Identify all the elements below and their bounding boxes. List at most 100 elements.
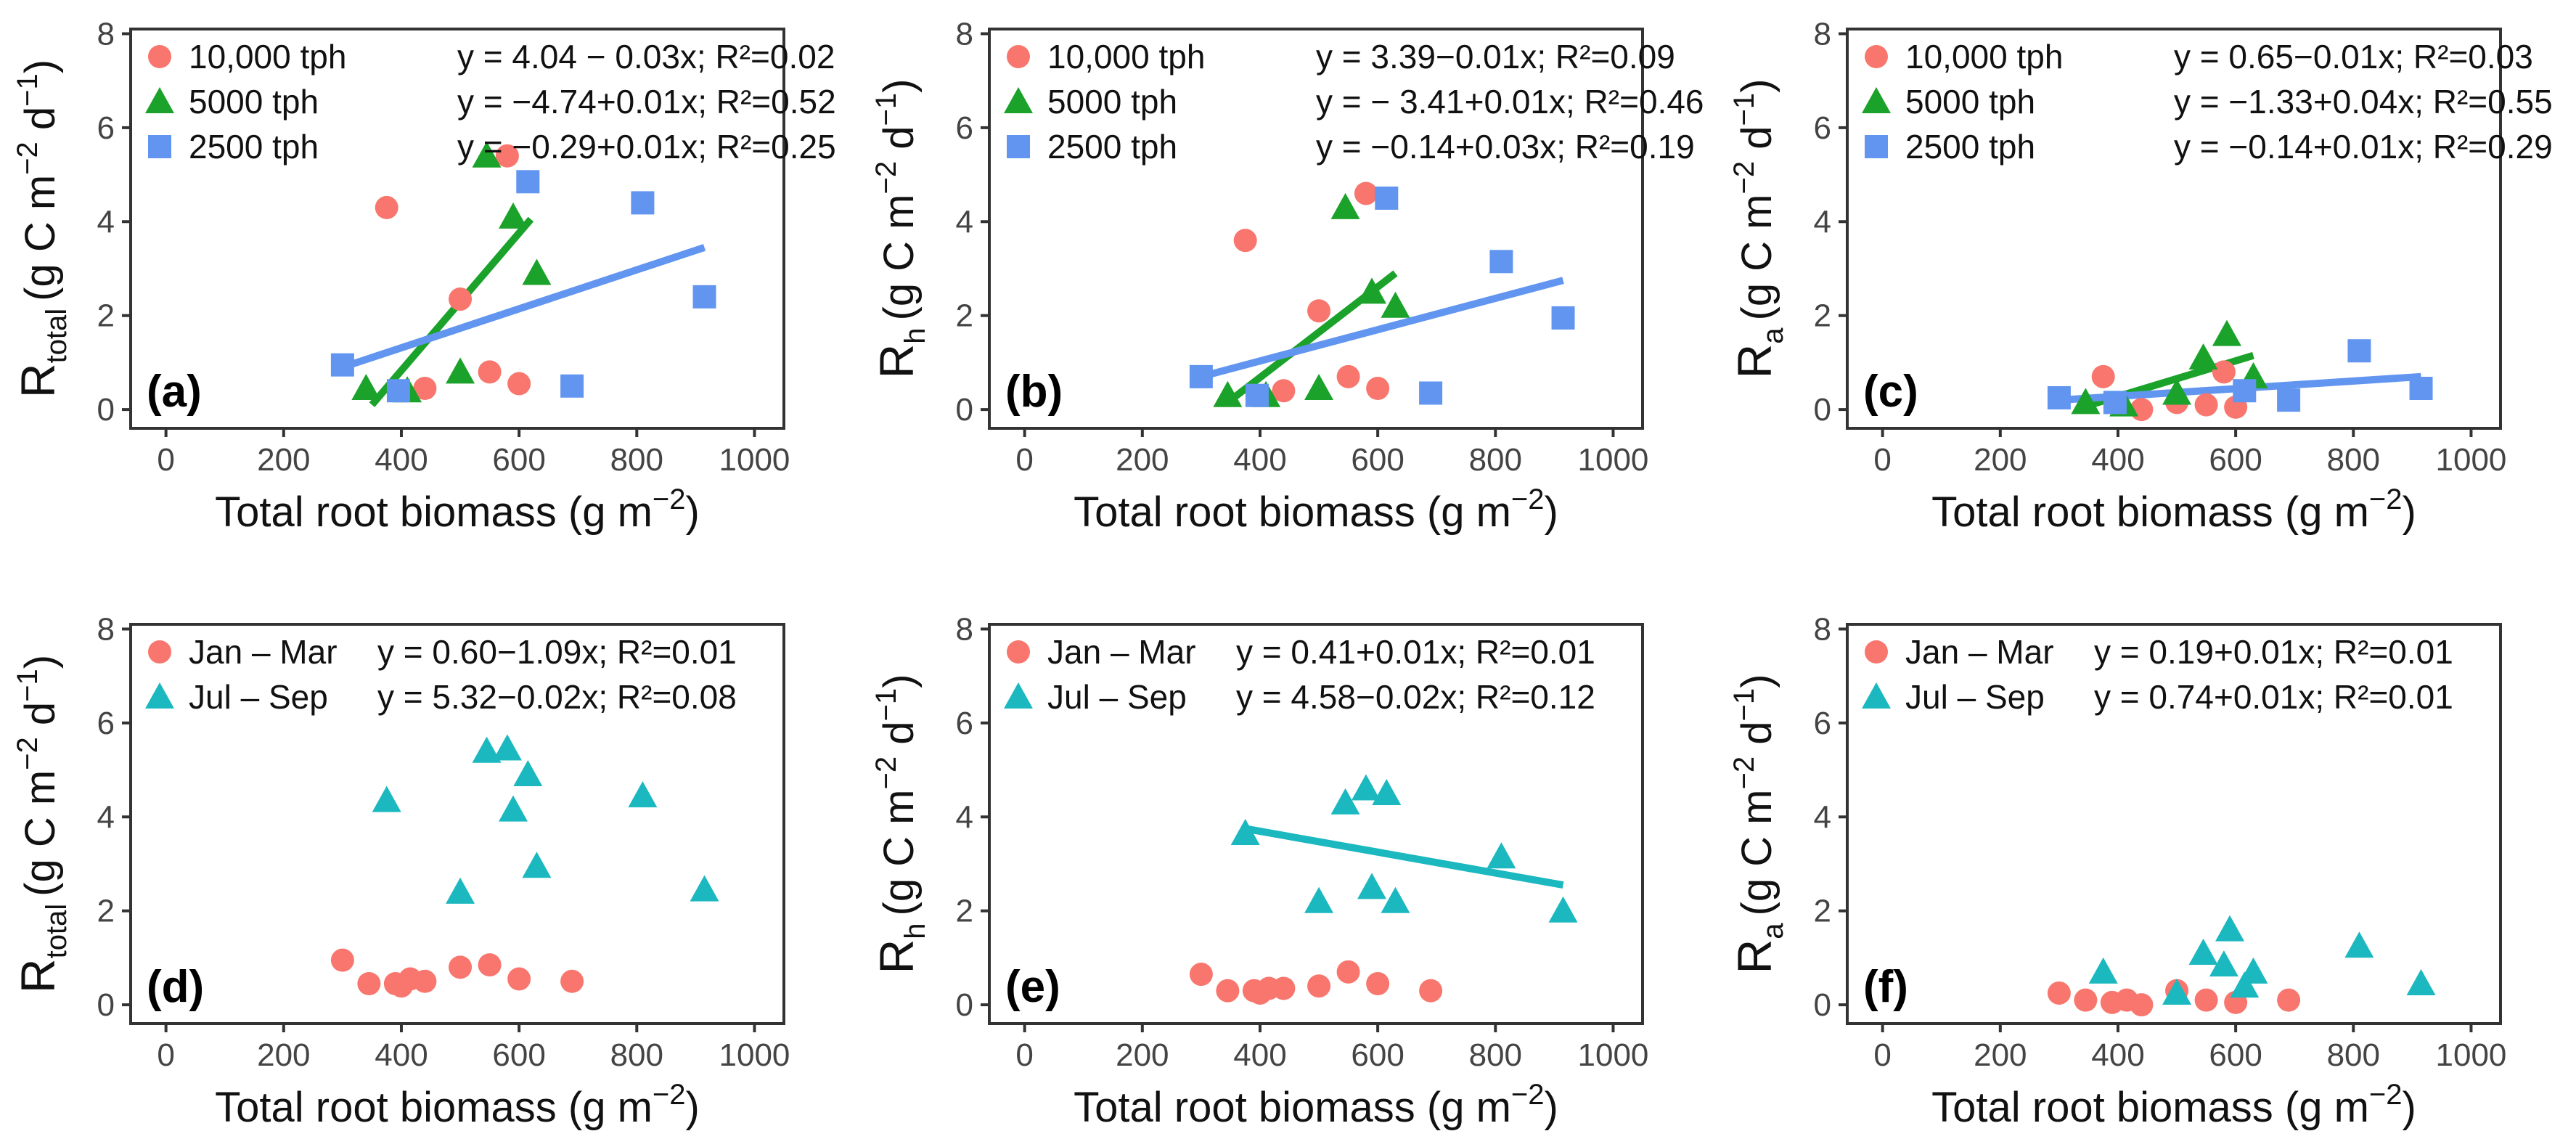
regression-equation: y = 4.58−0.02x; R²=0.12: [1236, 678, 1595, 716]
data-point: [2238, 957, 2268, 984]
data-point: [631, 191, 655, 215]
x-tick-label: 600: [492, 442, 545, 478]
x-tick-label: 0: [1873, 442, 1891, 478]
panel-label: (d): [147, 962, 204, 1012]
data-point: [507, 372, 531, 396]
y-tick-label: 4: [956, 204, 973, 240]
data-point: [386, 379, 410, 403]
data-point: [1233, 229, 1257, 253]
data-point: [1213, 380, 1243, 407]
legend-marker: [1865, 135, 1888, 158]
y-tick-label: 4: [97, 799, 115, 835]
x-tick-label: 600: [1351, 442, 1404, 478]
x-tick-label: 400: [2091, 1037, 2144, 1073]
plot-frame: [129, 28, 785, 430]
data-point: [1366, 972, 1390, 995]
panel-label: (f): [1863, 962, 1908, 1012]
legend-label: 5000 tph: [189, 83, 319, 121]
legend-label: 5000 tph: [1905, 83, 2035, 121]
data-point: [1307, 974, 1331, 998]
legend-label: Jan – Mar: [1905, 633, 2054, 671]
data-point: [1330, 788, 1360, 815]
fit-line: [1244, 825, 1564, 889]
data-point: [375, 195, 398, 219]
legend-label: 2500 tph: [1905, 128, 2035, 166]
data-point: [2194, 393, 2218, 417]
data-point: [330, 948, 354, 972]
y-axis-label: Ra(g C m−2 d−1): [1727, 674, 1789, 974]
data-point: [499, 795, 528, 822]
y-tick-label: 6: [97, 706, 115, 741]
regression-equation: y = 4.04 − 0.03x; R²=0.02: [457, 38, 835, 75]
x-tick-label: 800: [2327, 442, 2380, 478]
data-point: [2215, 915, 2245, 942]
panel-f: 0 200 400 600 800 1000 0 2 4 6 8 Total root biomass…: [1727, 611, 2506, 1131]
data-point: [1354, 181, 1378, 205]
data-point: [2406, 969, 2436, 995]
data-point: [1419, 381, 1443, 405]
data-point: [1272, 976, 1296, 1000]
data-point: [2212, 360, 2236, 384]
data-point: [449, 287, 473, 311]
regression-equation: y = −0.14+0.03x; R²=0.19: [1316, 128, 1695, 166]
data-point: [1487, 842, 1516, 869]
x-axis-label: Total root biomass (g m−2): [1074, 483, 1558, 536]
legend-marker: [145, 87, 174, 113]
legend-label: 2500 tph: [1047, 128, 1177, 166]
data-point: [2091, 364, 2115, 388]
data-point: [507, 967, 531, 991]
y-tick-label: 8: [956, 611, 973, 647]
data-point: [628, 781, 658, 808]
x-tick-label: 0: [1873, 1037, 1891, 1073]
panel-e: 0 200 400 600 800 1000 0 2 4 6 8 Total root biomass…: [870, 611, 1648, 1131]
x-tick-label: 200: [1974, 1037, 2027, 1073]
fit-line: [369, 216, 534, 407]
data-point: [1375, 186, 1399, 210]
legend-marker: [1007, 135, 1030, 158]
data-point: [1304, 374, 1334, 400]
x-tick-label: 1000: [1578, 1037, 1649, 1073]
x-tick-label: 600: [1351, 1037, 1404, 1073]
x-axis-label: Total root biomass (g m−2): [215, 483, 700, 536]
regression-equation: y = 0.60−1.09x; R²=0.01: [377, 633, 737, 671]
data-point: [2212, 319, 2241, 346]
panel-b: 0 200 400 600 800 1000 0 2 4 6 8 Total root biomass…: [870, 16, 1704, 536]
y-tick-label: 2: [956, 298, 973, 334]
regression-equation: y = −4.74+0.01x; R²=0.52: [457, 83, 836, 121]
data-point: [446, 877, 475, 904]
data-point: [1189, 364, 1213, 388]
data-point: [560, 969, 584, 993]
legend-label: Jan – Mar: [1047, 633, 1196, 671]
panel-label: (e): [1005, 962, 1060, 1012]
data-point: [1419, 979, 1443, 1003]
x-axis-label: Total root biomass (g m−2): [1931, 1079, 2416, 1131]
y-tick-label: 4: [1814, 799, 1831, 835]
data-point: [499, 202, 528, 229]
fit-line: [1200, 277, 1564, 380]
data-point: [495, 144, 519, 168]
data-point: [1336, 960, 1360, 984]
legend-marker: [1007, 640, 1030, 664]
data-point: [1216, 979, 1240, 1003]
regression-equation: y = 3.39−0.01x; R²=0.09: [1316, 38, 1675, 75]
data-point: [692, 285, 716, 309]
y-tick-label: 4: [97, 204, 115, 240]
data-point: [472, 736, 502, 763]
plot-frame: [129, 623, 785, 1025]
regression-equation: y = −0.29+0.01x; R²=0.25: [457, 128, 836, 166]
x-tick-label: 200: [257, 442, 310, 478]
x-tick-label: 1000: [1578, 442, 1649, 478]
data-point: [516, 170, 540, 194]
data-point: [2347, 339, 2371, 363]
regression-equation: y = 5.32−0.02x; R²=0.08: [377, 678, 737, 716]
plot-frame: [988, 623, 1644, 1025]
regression-equation: y = − 3.41+0.01x; R²=0.46: [1316, 83, 1704, 121]
legend-marker: [1865, 640, 1888, 664]
y-tick-label: 4: [956, 799, 973, 835]
fit-line: [341, 244, 706, 371]
data-point: [2188, 938, 2218, 965]
data-point: [2233, 379, 2257, 403]
x-axis-label: Total root biomass (g m−2): [215, 1079, 700, 1131]
y-tick-label: 6: [1814, 110, 1831, 146]
y-tick-label: 2: [956, 894, 973, 929]
